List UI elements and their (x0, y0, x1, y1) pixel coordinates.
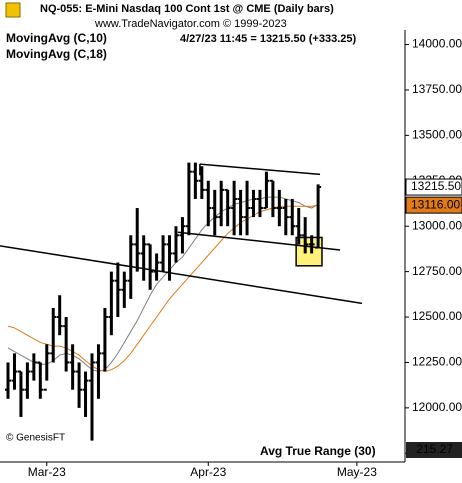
quote: 4/27/23 11:45 = 13215.50 (+333.25) (180, 33, 356, 45)
copyright: © GenesisFT (6, 433, 65, 444)
chart-title: NQ-055: E-Mini Nasdaq 100 Cont 1st @ CME… (40, 3, 334, 15)
legend-entry: MovingAvg (C,18) (6, 47, 107, 61)
indicator-box (406, 442, 462, 458)
y-tick-label: 13500.00 (412, 128, 462, 142)
price-marker-label: 13116.00 (411, 197, 460, 211)
indicator-label: Avg True Range (30) (260, 444, 376, 458)
x-tick-label: Apr-23 (190, 465, 226, 479)
y-tick-label: 13750.00 (412, 82, 462, 96)
y-tick-label: 12000.00 (412, 400, 462, 414)
trendline (0, 245, 363, 305)
indicator-value: 215.27 (416, 442, 453, 456)
chart-subtitle: www.TradeNavigator.com © 1999-2023 (94, 18, 287, 30)
price-marker (405, 178, 462, 196)
moving-average-line (7, 204, 319, 373)
y-tick-label: 12750.00 (412, 264, 462, 278)
trendline (199, 163, 321, 176)
y-tick-label: 12250.00 (412, 355, 462, 369)
logo (5, 2, 21, 18)
y-tick-label: 13000.00 (412, 218, 462, 232)
y-tick-label: 12500.00 (412, 309, 462, 323)
legend-entry: MovingAvg (C,10) (6, 31, 107, 45)
price-marker (405, 196, 462, 214)
x-tick-label: Mar-23 (28, 465, 66, 479)
y-tick-label: 14000.00 (412, 37, 462, 51)
x-tick-label: May-23 (337, 465, 377, 479)
price-marker-label: 13215.50 (411, 179, 461, 193)
